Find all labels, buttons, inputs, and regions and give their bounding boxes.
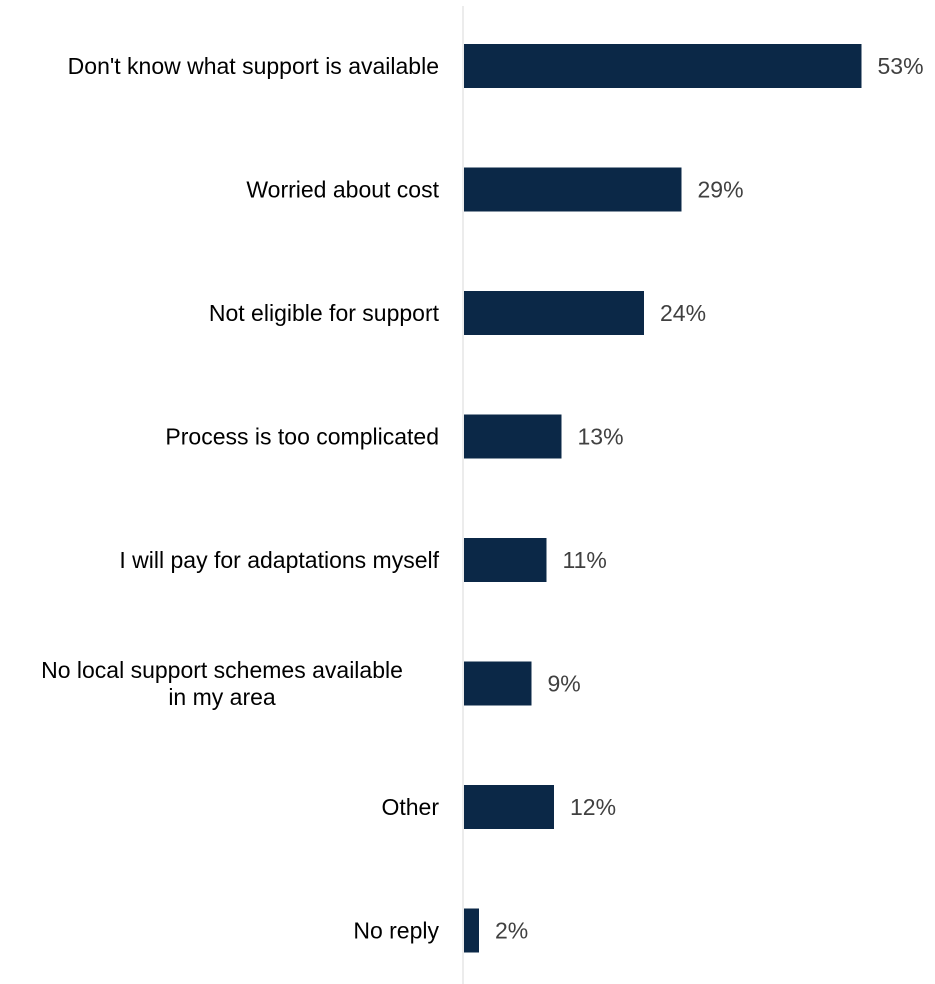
value-labels-group: 53% 29% 24% 13% 11% 9% 12% 2%: [495, 53, 924, 944]
bars-group: [464, 44, 862, 953]
value-label: 24%: [660, 300, 706, 326]
category-label-line: No local support schemes available: [41, 657, 403, 683]
category-label: No local support schemes available in my …: [41, 657, 403, 710]
category-label-line: I will pay for adaptations myself: [119, 547, 439, 573]
value-label: 12%: [570, 794, 616, 820]
value-label: 2%: [495, 918, 528, 944]
category-label-line: Don't know what support is available: [68, 53, 439, 79]
category-label: Don't know what support is available: [68, 53, 439, 79]
category-label-line: Process is too complicated: [165, 424, 439, 450]
bar: [464, 167, 682, 212]
bar: [464, 538, 547, 582]
bar: [464, 414, 562, 459]
value-label: 53%: [878, 53, 924, 79]
category-label-line: Other: [381, 794, 439, 820]
category-label-line: Worried about cost: [246, 177, 439, 203]
bar: [464, 661, 532, 706]
category-label: Other: [381, 794, 439, 820]
bar: [464, 785, 554, 829]
category-label-line: in my area: [168, 684, 276, 710]
category-label-line: Not eligible for support: [209, 300, 440, 326]
category-label: Not eligible for support: [209, 300, 440, 326]
category-label: Process is too complicated: [165, 424, 439, 450]
category-labels-group: Don't know what support is available Worr…: [41, 53, 440, 944]
bar: [464, 291, 644, 335]
value-label: 11%: [563, 547, 607, 573]
value-label: 9%: [548, 671, 581, 697]
value-label: 13%: [578, 424, 624, 450]
bar: [464, 908, 479, 953]
category-label: No reply: [353, 918, 439, 944]
value-label: 29%: [698, 177, 744, 203]
bar: [464, 44, 862, 88]
category-label: Worried about cost: [246, 177, 439, 203]
category-label: I will pay for adaptations myself: [119, 547, 439, 573]
category-label-line: No reply: [353, 918, 439, 944]
